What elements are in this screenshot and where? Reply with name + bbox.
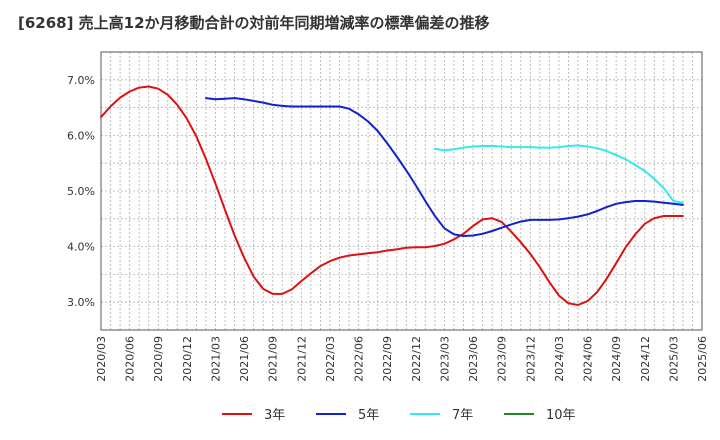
x-tick-label: 2024/03 [553,336,566,382]
x-tick-label: 2021/06 [238,336,251,382]
x-tick-label: 2023/12 [524,336,537,382]
y-tick-label: 6.0% [67,129,95,142]
x-tick-label: 2020/09 [152,336,165,382]
x-tick-label: 2021/03 [209,336,222,382]
plot-frame [100,51,703,331]
legend-label-3: 7年 [452,408,473,423]
x-tick-label: 2024/09 [610,336,623,382]
x-tick-label: 2022/03 [324,336,337,382]
legend-label-1: 3年 [264,408,285,423]
x-tick-label: 2023/03 [438,336,451,382]
x-tick-label: 2025/03 [667,336,680,382]
x-tick-label: 2024/12 [639,336,652,382]
chart-title: [6268] 売上高12か月移動合計の対前年同期増減率の標準偏差の推移 [18,14,490,32]
y-tick-label: 5.0% [67,185,95,198]
x-tick-label: 2020/12 [181,336,194,382]
x-tick-label: 2023/06 [467,336,480,382]
legend-label-2: 5年 [358,408,379,423]
x-tick-label: 2024/06 [582,336,595,382]
x-tick-label: 2020/03 [95,336,108,382]
x-tick-label: 2020/06 [124,336,137,382]
x-tick-label: 2022/09 [381,336,394,382]
y-tick-label: 7.0% [67,74,95,87]
x-tick-label: 2021/09 [267,336,280,382]
x-tick-label: 2025/06 [696,336,709,382]
x-tick-label: 2021/12 [295,336,308,382]
series-line-1 [100,85,684,306]
y-tick-label: 4.0% [67,241,95,254]
x-tick-label: 2022/12 [410,336,423,382]
series-line-3 [433,144,684,204]
series-line-2 [204,97,684,237]
x-tick-label: 2023/09 [496,336,509,382]
x-tick-label: 2022/06 [353,336,366,382]
legend-label-4: 10年 [546,408,576,423]
y-tick-label: 3.0% [67,296,95,309]
